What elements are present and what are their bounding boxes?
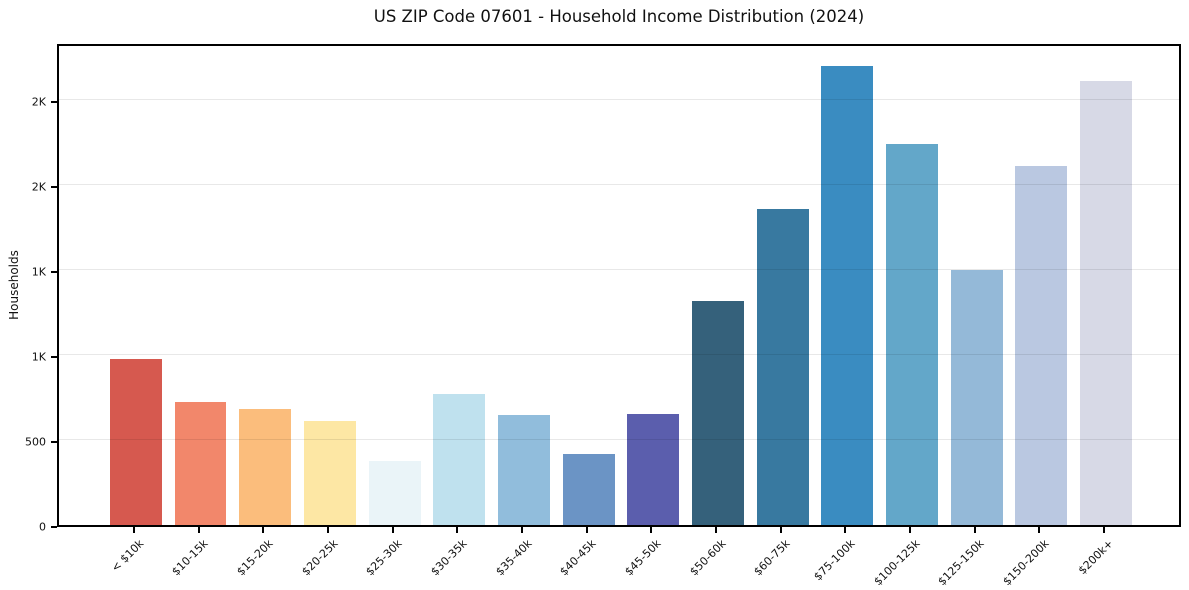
x-tick [585, 527, 588, 533]
bar [174, 401, 227, 525]
y-tick [51, 526, 57, 528]
gridline [59, 439, 1179, 441]
bar [562, 453, 615, 525]
x-tick-label: $20-25k [298, 537, 341, 579]
x-tick [1038, 527, 1041, 533]
bar [692, 300, 744, 525]
x-tick-label: $50-60k [686, 537, 729, 579]
x-tick [326, 527, 329, 533]
x-tick [844, 527, 847, 533]
x-tick [391, 527, 394, 533]
bar [368, 461, 421, 525]
x-tick [1103, 527, 1106, 533]
x-tick-label: $40-45k [557, 537, 599, 579]
x-tick [715, 527, 717, 533]
y-tick-label: 2K [31, 95, 46, 109]
gridline [59, 184, 1179, 186]
gridline [59, 99, 1179, 101]
bar [627, 413, 680, 525]
bar [756, 208, 809, 525]
bar [110, 359, 162, 525]
x-tick-label: $200k+ [1076, 537, 1117, 578]
bar [950, 269, 1003, 525]
x-tick [909, 527, 912, 533]
x-tick [520, 527, 523, 533]
x-tick-label: $35-40k [492, 537, 535, 579]
x-tick-label: $60-75k [751, 537, 793, 579]
bar [1015, 166, 1068, 525]
bar [821, 65, 874, 525]
bar [1080, 81, 1132, 525]
x-tick-label: $15-20k [234, 537, 276, 579]
x-tick [973, 527, 976, 533]
bar [886, 144, 938, 525]
bar [498, 415, 550, 525]
y-tick [51, 185, 57, 188]
bar [304, 421, 356, 525]
y-tick-label: 500 [25, 435, 46, 449]
x-tick-label: $75-100k [811, 537, 858, 584]
x-tick-label: $125-150k [935, 537, 987, 589]
x-tick [132, 527, 135, 533]
x-tick-label: < $10k [108, 537, 147, 575]
plot-area [57, 44, 1181, 527]
x-tick-label: $25-30k [363, 537, 405, 579]
x-tick-label: $10-15k [169, 537, 211, 579]
y-tick [51, 100, 57, 103]
y-tick-label: 0 [39, 520, 46, 534]
y-tick [51, 440, 57, 443]
y-tick-label: 2K [31, 180, 46, 194]
bar [239, 409, 292, 525]
gridline [59, 354, 1179, 356]
x-tick-label: $30-35k [428, 537, 470, 579]
y-tick-label: 1K [31, 265, 46, 279]
x-tick [197, 527, 200, 533]
x-tick [650, 527, 653, 533]
x-tick [456, 527, 459, 533]
gridline [59, 269, 1179, 271]
x-tick [779, 527, 782, 533]
y-axis-label: Households [7, 250, 21, 320]
x-tick-label: $45-50k [622, 537, 664, 579]
y-tick-label: 1K [31, 350, 46, 364]
x-tick-label: $100-125k [871, 537, 923, 589]
y-tick [51, 355, 57, 358]
bar [433, 394, 486, 525]
x-tick-label: $150-200k [1000, 537, 1052, 589]
chart-title: US ZIP Code 07601 - Household Income Dis… [373, 7, 865, 26]
x-tick [262, 527, 265, 533]
y-tick [51, 270, 57, 273]
